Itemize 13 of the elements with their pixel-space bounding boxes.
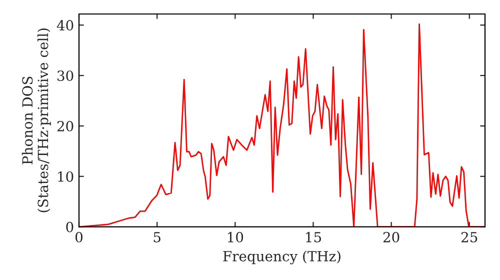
y-tick-label: 20: [57, 120, 74, 132]
x-tick-label: 10: [228, 232, 244, 242]
y-axis-title: Phonon DOS (States/THz·primitive cell): [22, 28, 51, 212]
y-tick-label: 40: [56, 20, 74, 31]
x-tick-label: 25: [461, 232, 478, 242]
x-tick-label: 5: [154, 232, 160, 242]
y-tick-label: 10: [58, 171, 74, 182]
x-tick-label: 15: [306, 232, 321, 242]
x-axis-title: Frequency (THz): [223, 250, 340, 264]
y-tick-label: 0: [66, 222, 74, 232]
x-tick-label: 20: [383, 232, 400, 242]
y-tick-label: 30: [58, 70, 74, 81]
x-tick-label: 0: [75, 232, 82, 242]
